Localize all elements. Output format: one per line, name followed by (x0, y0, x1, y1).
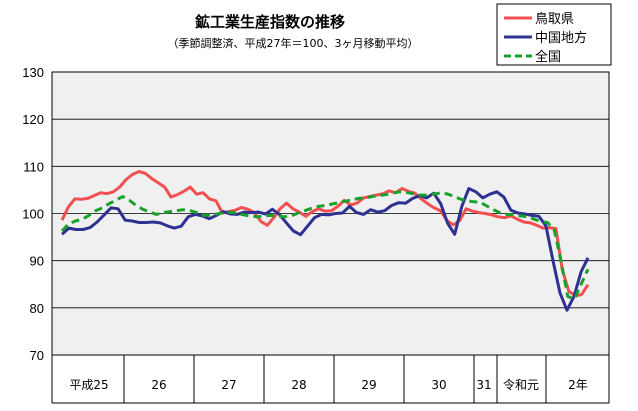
x-tick-label: 28 (291, 378, 306, 392)
y-tick-label: 70 (30, 348, 44, 363)
legend-label-national: 全国 (535, 49, 561, 65)
x-axis: 平成25 26 27 28 29 30 31 令和元 2年 (51, 355, 610, 404)
chart-title: 鉱工業生産指数の推移 (195, 13, 345, 31)
chart-subtitle: （季節調整済、平成27年＝100、3ヶ月移動平均） (168, 36, 419, 50)
series-lines (60, 170, 590, 312)
y-tick-label: 130 (22, 65, 44, 80)
gridlines (52, 118, 609, 309)
y-tick-label: 120 (22, 112, 44, 127)
x-tick-label: 令和元 (503, 377, 539, 392)
series-line-national (60, 190, 590, 301)
series-line-chugoku (61, 187, 590, 312)
y-tick-label: 110 (23, 159, 44, 174)
legend-label-chugoku: 中国地方 (535, 30, 587, 46)
y-tick-label: 100 (22, 207, 44, 222)
x-tick-label: 29 (361, 378, 376, 392)
series-line-tottori (60, 170, 590, 298)
x-tick-label: 26 (151, 378, 166, 392)
legend-label-tottori: 鳥取県 (535, 12, 574, 27)
x-tick-label: 31 (476, 378, 491, 392)
x-tick-label: 30 (431, 378, 446, 392)
legend: 鳥取県 中国地方 全国 (496, 3, 612, 66)
y-tick-label: 90 (30, 254, 44, 269)
y-tick-label: 80 (30, 301, 44, 316)
y-axis-ticks: 70 80 90 100 110 120 130 (22, 65, 44, 363)
x-tick-label: 平成25 (69, 378, 108, 392)
x-tick-label: 27 (221, 378, 236, 392)
x-tick-label: 2年 (568, 378, 588, 392)
